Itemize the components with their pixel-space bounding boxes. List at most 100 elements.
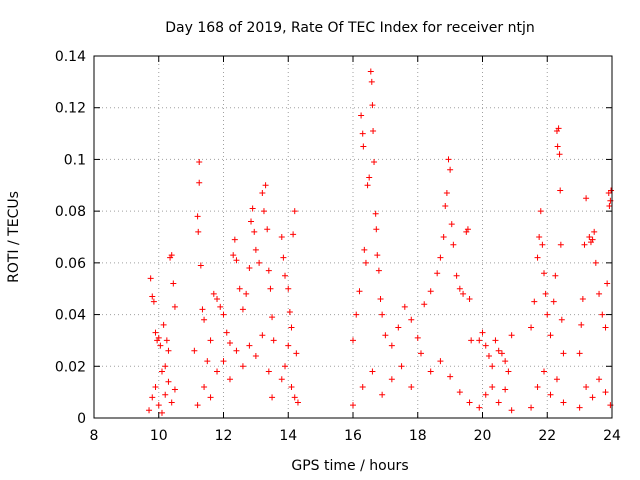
data-point: [485, 352, 492, 359]
data-point: [421, 301, 428, 308]
data-point: [589, 394, 596, 401]
data-point: [269, 314, 276, 321]
data-point: [534, 254, 541, 261]
data-point: [364, 182, 371, 189]
data-point: [147, 275, 154, 282]
data-point: [427, 288, 434, 295]
x-tick-label: 10: [150, 428, 168, 444]
data-point: [285, 285, 292, 292]
data-point: [171, 386, 178, 393]
data-point: [165, 347, 172, 354]
data-point: [265, 368, 272, 375]
data-point: [528, 404, 535, 411]
data-point: [576, 404, 583, 411]
data-point: [437, 254, 444, 261]
data-point: [282, 363, 289, 370]
data-point: [482, 391, 489, 398]
y-tick-label: 0.08: [55, 204, 86, 220]
data-point: [482, 342, 489, 349]
data-point: [207, 337, 214, 344]
data-point: [194, 213, 201, 220]
data-point: [599, 311, 606, 318]
y-tick-label: 0.12: [55, 101, 86, 117]
data-point: [158, 368, 165, 375]
data-point: [557, 241, 564, 248]
data-point: [285, 342, 292, 349]
data-point: [447, 166, 454, 173]
y-tick-label: 0.06: [55, 256, 86, 272]
data-point: [214, 368, 221, 375]
data-point: [248, 218, 255, 225]
data-point: [162, 391, 169, 398]
data-point: [372, 210, 379, 217]
data-point: [230, 252, 237, 259]
data-point: [196, 179, 203, 186]
x-tick-label: 20: [474, 428, 492, 444]
data-point: [434, 270, 441, 277]
data-point: [395, 324, 402, 331]
data-point: [168, 252, 175, 259]
grid-lines: [94, 56, 612, 418]
data-point: [586, 234, 593, 240]
data-point: [369, 102, 376, 109]
data-point: [288, 324, 295, 331]
data-point: [581, 241, 588, 248]
data-point: [246, 265, 253, 272]
data-point: [379, 391, 386, 398]
y-axis-label: ROTI / TECUs: [6, 191, 22, 283]
y-tick-label: 0.14: [55, 49, 86, 65]
data-point: [362, 259, 369, 266]
data-point: [427, 368, 434, 375]
data-point: [155, 334, 162, 341]
data-point: [231, 236, 238, 243]
data-point: [556, 151, 563, 158]
data-point: [160, 321, 167, 328]
data-point: [456, 285, 463, 292]
data-point: [350, 337, 356, 344]
data-point: [152, 383, 159, 390]
x-axis-label: GPS time / hours: [291, 458, 408, 474]
data-point: [236, 285, 243, 292]
data-point: [377, 296, 384, 303]
data-point: [578, 321, 585, 328]
data-point: [366, 174, 373, 181]
data-point: [367, 68, 374, 75]
data-point: [265, 267, 272, 274]
data-point: [194, 402, 201, 409]
data-point: [401, 303, 408, 310]
data-point: [547, 332, 554, 339]
data-point: [204, 358, 211, 365]
data-point: [602, 389, 609, 396]
data-point: [541, 368, 548, 375]
data-point: [579, 296, 586, 303]
data-point: [210, 290, 217, 297]
data-point: [440, 234, 447, 240]
data-point: [388, 376, 395, 383]
data-point: [288, 383, 295, 390]
data-point: [360, 143, 367, 150]
data-point: [453, 272, 460, 279]
data-point: [223, 329, 230, 336]
data-point: [163, 337, 170, 344]
x-tick-label: 12: [215, 428, 233, 444]
data-point: [280, 254, 287, 261]
data-point: [498, 350, 505, 357]
data-point: [534, 383, 541, 390]
data-point: [502, 358, 509, 365]
data-point: [149, 293, 156, 300]
data-point: [217, 303, 224, 310]
data-point: [408, 383, 415, 390]
data-point: [353, 311, 360, 318]
data-point: [466, 399, 473, 406]
data-point: [382, 332, 389, 339]
data-point: [191, 347, 198, 354]
data-point: [542, 290, 549, 297]
data-point: [531, 298, 538, 305]
data-point: [537, 208, 544, 215]
data-point: [157, 342, 164, 349]
data-point: [602, 324, 609, 331]
data-point: [576, 350, 583, 357]
data-point: [267, 285, 274, 292]
data-point: [239, 363, 246, 370]
